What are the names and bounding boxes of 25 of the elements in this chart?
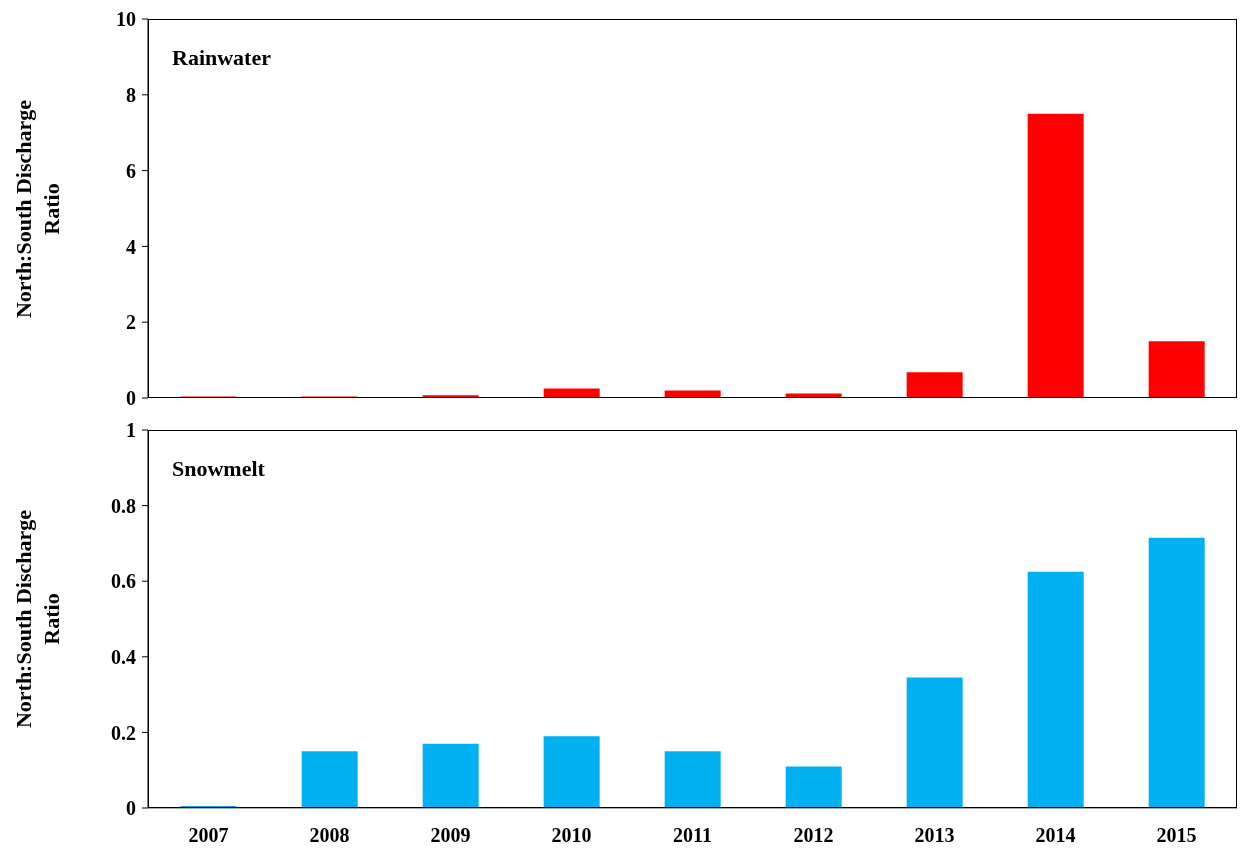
x-tick-label: 2008 bbox=[309, 824, 350, 847]
y-tick-label: 0 bbox=[126, 797, 136, 820]
x-tick-label: 2012 bbox=[793, 824, 834, 847]
y-tick-label: 0.4 bbox=[111, 645, 136, 668]
x-tick-label: 2014 bbox=[1035, 824, 1076, 847]
x-tick-label: 2007 bbox=[188, 824, 229, 847]
x-tick-label: 2015 bbox=[1156, 824, 1197, 847]
x-tick-label: 2009 bbox=[430, 824, 471, 847]
y-tick-label: 10 bbox=[116, 8, 136, 31]
annotation: Snowmelt bbox=[172, 456, 265, 482]
annotation: Rainwater bbox=[172, 45, 271, 71]
x-tick-label: 2013 bbox=[914, 824, 955, 847]
x-tick-label: 2011 bbox=[673, 824, 712, 847]
y-axis-title: North:South Discharge Ratio bbox=[10, 508, 65, 731]
y-tick-label: 1 bbox=[126, 419, 136, 442]
y-axis-title: North:South Discharge Ratio bbox=[10, 98, 65, 320]
x-tick-label: 2010 bbox=[551, 824, 592, 847]
y-tick-label: 6 bbox=[126, 159, 136, 182]
y-tick-label: 0.2 bbox=[111, 721, 136, 744]
y-tick-label: 0 bbox=[126, 387, 136, 410]
y-tick-label: 2 bbox=[126, 311, 136, 334]
y-tick-label: 0.8 bbox=[111, 494, 136, 517]
y-tick-label: 8 bbox=[126, 83, 136, 106]
y-tick-label: 4 bbox=[126, 235, 136, 258]
y-tick-label: 0.6 bbox=[111, 570, 136, 593]
